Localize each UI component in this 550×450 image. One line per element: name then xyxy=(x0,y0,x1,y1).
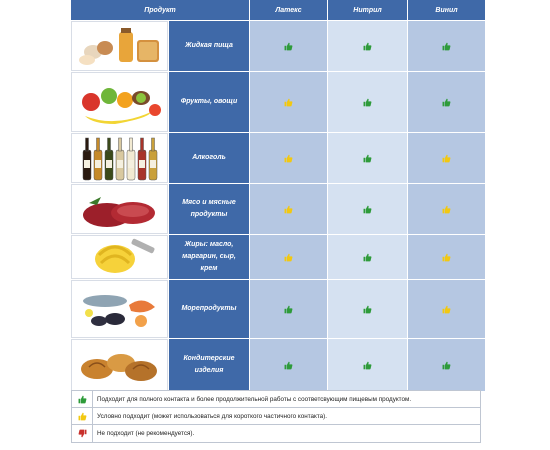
alcohol-bottles-image xyxy=(82,137,157,181)
product-name: Морепродукты xyxy=(169,280,249,338)
legend-row-suitable: Подходит для полного контакта и более пр… xyxy=(72,391,480,408)
latex-rating-cell xyxy=(250,133,327,183)
header-latex: Латекс xyxy=(250,0,327,20)
vinyl-rating-cell xyxy=(408,235,485,279)
product-name: Кондитерские изделия xyxy=(169,339,249,391)
thumbs-up-green-icon xyxy=(442,361,451,369)
product-name: Алкоголь xyxy=(169,133,249,183)
product-name: Мясо и мясные продукты xyxy=(169,184,249,234)
nitrile-rating-cell xyxy=(328,339,407,391)
product-name: Жиры: масло, маргарин, сыр, крем xyxy=(169,235,249,279)
product-image-cell xyxy=(71,235,168,279)
product-name: Фрукты, овощи xyxy=(169,72,249,132)
latex-rating-cell xyxy=(250,339,327,391)
vinyl-rating-cell xyxy=(408,184,485,234)
thumbs-up-green-icon xyxy=(284,305,293,313)
nitrile-rating-cell xyxy=(328,72,407,132)
legend-row-conditional: Условно подходит (может использоваться д… xyxy=(72,408,480,425)
latex-rating-cell xyxy=(250,72,327,132)
header-nitrile: Нитрил xyxy=(328,0,407,20)
thumbs-up-yellow-icon xyxy=(284,253,293,261)
nitrile-rating-cell xyxy=(328,235,407,279)
product-image-cell xyxy=(71,339,168,391)
latex-rating-cell xyxy=(250,280,327,338)
product-image-cell xyxy=(71,280,168,338)
thumbs-down-red-icon xyxy=(78,429,86,438)
thumbs-up-yellow-icon xyxy=(284,205,293,213)
product-image-cell xyxy=(71,133,168,183)
thumbs-up-green-icon xyxy=(363,154,372,162)
thumbs-up-green-icon xyxy=(442,42,451,50)
eggs-honey-bread-image xyxy=(78,28,159,65)
thumbs-up-yellow-icon xyxy=(442,154,451,162)
glove-compatibility-table: Продукт Латекс Нитрил Винил Жидкая пища Ф… xyxy=(71,0,485,391)
vinyl-rating-cell xyxy=(408,133,485,183)
legend-text: Условно подходит (может использоваться д… xyxy=(97,412,328,420)
thumbs-up-yellow-icon xyxy=(78,412,86,420)
thumbs-up-green-icon xyxy=(442,98,451,106)
thumbs-up-yellow-icon xyxy=(442,253,451,261)
latex-rating-cell xyxy=(250,184,327,234)
legend-icon-cell xyxy=(72,408,93,424)
nitrile-rating-cell xyxy=(328,280,407,338)
legend-row-unsuitable: Не подходит (не рекомендуется). xyxy=(72,425,480,442)
nitrile-rating-cell xyxy=(328,21,407,71)
legend: Подходит для полного контакта и более пр… xyxy=(71,390,481,443)
latex-rating-cell xyxy=(250,235,327,279)
pastries-image xyxy=(80,354,157,381)
thumbs-up-green-icon xyxy=(363,42,372,50)
thumbs-up-green-icon xyxy=(363,253,372,261)
thumbs-up-green-icon xyxy=(363,361,372,369)
thumbs-up-green-icon xyxy=(284,361,293,369)
product-image-cell xyxy=(71,184,168,234)
thumbs-up-green-icon xyxy=(363,305,372,313)
vinyl-rating-cell xyxy=(408,339,485,391)
product-name: Жидкая пища xyxy=(169,21,249,71)
thumbs-up-green-icon xyxy=(78,395,86,403)
vinyl-rating-cell xyxy=(408,21,485,71)
nitrile-rating-cell xyxy=(328,133,407,183)
product-image-cell xyxy=(71,72,168,132)
thumbs-up-yellow-icon xyxy=(284,98,293,106)
legend-icon-cell xyxy=(72,391,93,407)
product-image-cell xyxy=(71,21,168,71)
legend-icon-cell xyxy=(72,425,93,442)
thumbs-up-green-icon xyxy=(363,98,372,106)
raw-meat-image xyxy=(82,197,155,227)
latex-rating-cell xyxy=(250,21,327,71)
seafood-image xyxy=(82,295,155,327)
thumbs-up-green-icon xyxy=(363,205,372,213)
thumbs-up-yellow-icon xyxy=(442,305,451,313)
legend-text: Не подходит (не рекомендуется). xyxy=(97,430,195,437)
header-product: Продукт xyxy=(71,0,249,20)
butter-curl-image xyxy=(94,238,154,273)
thumbs-up-yellow-icon xyxy=(284,154,293,162)
vinyl-rating-cell xyxy=(408,72,485,132)
header-vinyl: Винил xyxy=(408,0,485,20)
legend-text: Подходит для полного контакта и более пр… xyxy=(97,395,412,403)
fruits-vegetables-image xyxy=(81,88,161,124)
thumbs-up-yellow-icon xyxy=(442,205,451,213)
nitrile-rating-cell xyxy=(328,184,407,234)
vinyl-rating-cell xyxy=(408,280,485,338)
thumbs-up-green-icon xyxy=(284,42,293,50)
